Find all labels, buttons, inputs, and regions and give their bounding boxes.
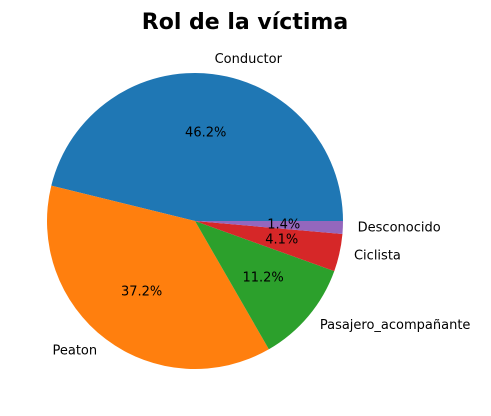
slice-label-peaton: Peaton <box>52 344 97 359</box>
pie-slice-pasajero-acompanante <box>195 221 335 350</box>
pie-slice-peaton <box>47 185 269 369</box>
slice-label-pasajero-acompanante: Pasajero_acompañante <box>320 318 471 333</box>
slice-label-conductor: Conductor <box>215 52 283 67</box>
pie-slice-conductor <box>51 73 344 221</box>
slice-pct-pasajero-acompanante: 11.2% <box>242 270 283 285</box>
slice-pct-conductor: 46.2% <box>185 125 226 140</box>
slice-pct-ciclista: 4.1% <box>265 233 298 248</box>
slice-label-ciclista: Ciclista <box>354 248 401 263</box>
slice-pct-peaton: 37.2% <box>121 284 162 299</box>
pie-slice-desconocido <box>195 221 343 234</box>
slice-pct-desconocido: 1.4% <box>267 217 300 232</box>
pie-slices <box>47 73 344 369</box>
slice-label-desconocido: Desconocido <box>358 221 441 236</box>
pie-labels: Conductor 46.2% Peaton 37.2% Pasajero_acompa… <box>52 52 470 359</box>
pie-slice-ciclista <box>195 221 343 272</box>
chart-title: Rol de la víctima <box>142 10 348 35</box>
